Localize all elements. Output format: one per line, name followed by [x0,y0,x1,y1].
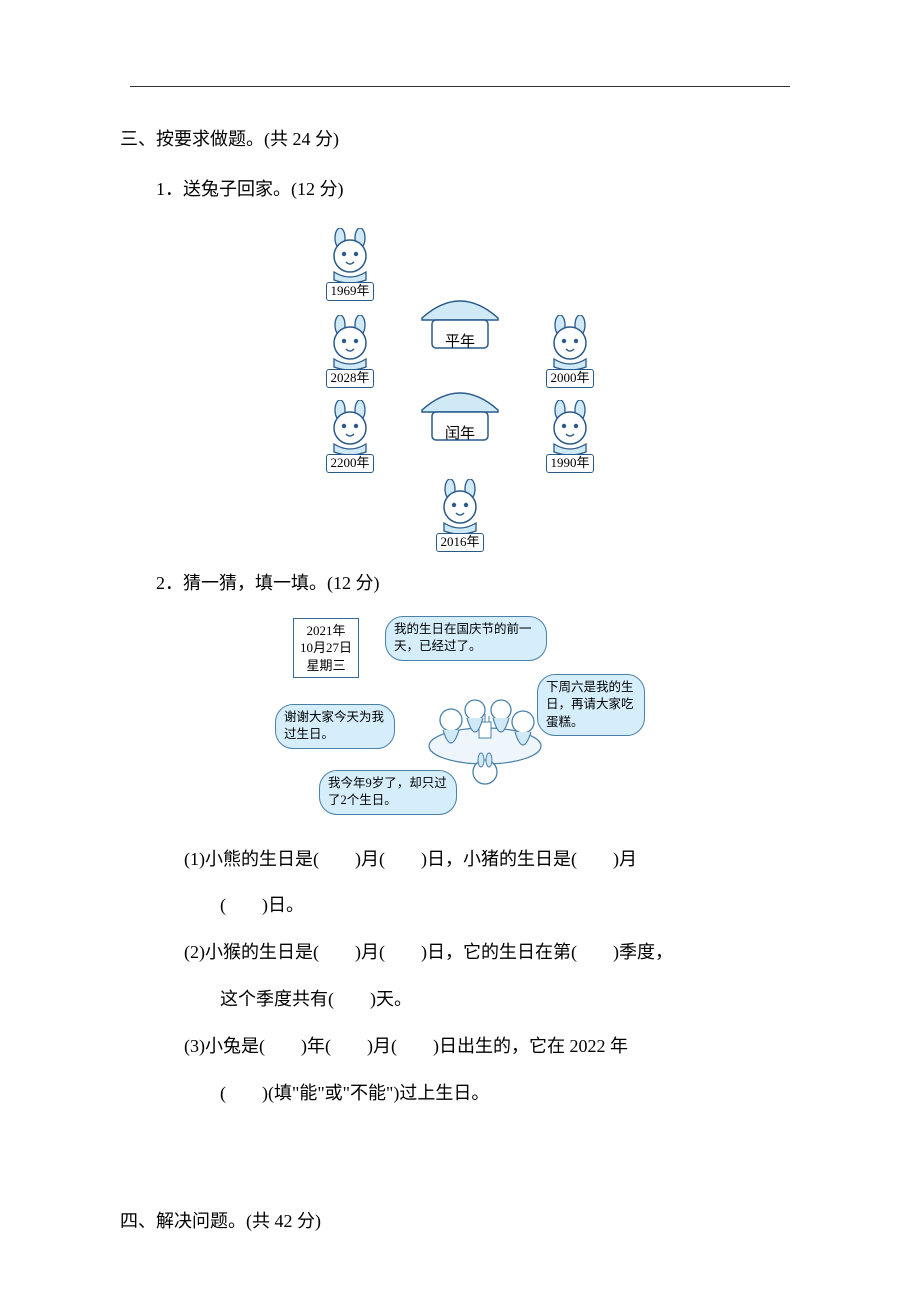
bunny-icon [544,315,596,371]
rabbit-2000: 2000年 [544,315,596,388]
q1-title: 1．送兔子回家。(12 分) [156,170,800,210]
date-line1: 2021年 [300,622,352,640]
animals-icon [415,686,555,796]
rabbit-year-label: 2028年 [326,369,373,388]
section-3-header: 三、按要求做题。(共 24 分) [120,120,800,160]
calendar-date-box: 2021年 10月27日 星期三 [293,618,359,679]
bunny-icon [434,479,486,535]
rabbit-year-label: 2016年 [436,533,483,552]
bunny-icon [324,400,376,456]
rabbit-year-label: 1969年 [326,282,373,301]
rabbit-1969: 1969年 [324,228,376,301]
date-line3: 星期三 [300,657,352,675]
q2-sub1b: ( )日。 [220,882,800,929]
rabbit-year-label: 1990年 [546,454,593,473]
house-label: 闰年 [445,418,475,451]
bunny-icon [324,315,376,371]
rabbit-year-label: 2000年 [546,369,593,388]
q2-figure: 2021年 10月27日 星期三 我的生日在国庆节的前一天，已经过了。 下周六是… [275,612,645,822]
bunny-icon [324,228,376,284]
section-4-header: 四、解决问题。(共 42 分) [120,1202,800,1242]
house-runnian: 闰年 [416,382,504,444]
rabbit-year-label: 2200年 [326,454,373,473]
rabbit-2200: 2200年 [324,400,376,473]
speech-bubble-bear: 我的生日在国庆节的前一天，已经过了。 [385,616,547,661]
bunny-icon [544,400,596,456]
q2-sub3b: ( )(填"能"或"不能")过上生日。 [220,1070,800,1117]
page-content: 三、按要求做题。(共 24 分) 1．送兔子回家。(12 分) 1969年 [120,120,800,1242]
rabbit-1990: 1990年 [544,400,596,473]
rabbit-2028: 2028年 [324,315,376,388]
q1-figure: 1969年 2028年 [120,219,800,552]
houses-column: 平年 闰年 [416,219,504,479]
q2-sub3a: (3)小兔是( )年( )月( )日出生的，它在 2022 年 [184,1023,800,1070]
q2-sub1a: (1)小熊的生日是( )月( )日，小猪的生日是( )月 [184,836,800,883]
house-pingnian: 平年 [416,290,504,352]
q2-sub2a: (2)小猴的生日是( )月( )日，它的生日在第( )季度， [184,929,800,976]
rabbit-2016: 2016年 [434,479,486,552]
animals-group [415,686,555,811]
q2-sub2b: 这个季度共有( )天。 [220,976,800,1023]
house-label: 平年 [445,326,475,359]
q2-title: 2．猜一猜，填一填。(12 分) [156,564,800,604]
top-rule [130,86,790,87]
speech-bubble-monkey: 谢谢大家今天为我过生日。 [275,704,395,749]
date-line2: 10月27日 [300,639,352,657]
